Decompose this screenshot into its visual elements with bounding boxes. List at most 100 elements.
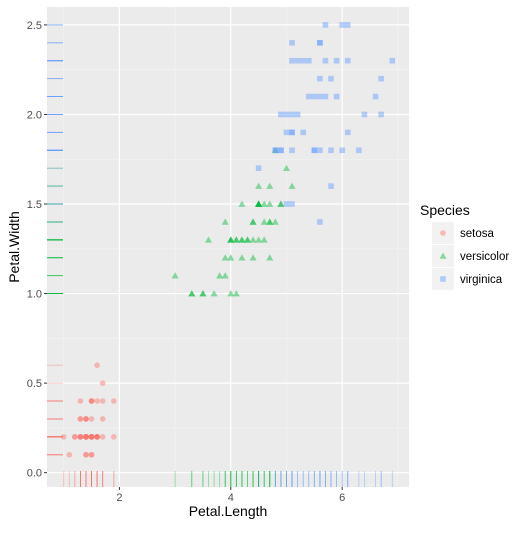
versicolor-point bbox=[227, 236, 235, 243]
setosa-point bbox=[94, 398, 100, 404]
setosa-point bbox=[77, 434, 84, 440]
versicolor-point bbox=[255, 200, 263, 207]
virginica-point bbox=[344, 129, 351, 136]
setosa-point bbox=[83, 434, 89, 440]
virginica-point bbox=[300, 129, 306, 136]
setosa-point bbox=[83, 434, 89, 440]
x-tick-label: 4 bbox=[228, 492, 234, 504]
rug-marks bbox=[47, 24, 393, 487]
versicolor-point bbox=[188, 290, 196, 297]
setosa-point bbox=[77, 416, 84, 422]
versicolor-point bbox=[266, 182, 274, 189]
versicolor-point bbox=[227, 236, 235, 243]
versicolor-point bbox=[171, 272, 179, 279]
versicolor-point bbox=[288, 182, 296, 189]
virginica-point bbox=[311, 93, 318, 100]
setosa-point bbox=[88, 451, 95, 458]
versicolor-point bbox=[221, 218, 229, 225]
versicolor-point bbox=[255, 236, 263, 243]
virginica-point bbox=[289, 40, 295, 46]
virginica-point bbox=[317, 40, 323, 46]
virginica-point bbox=[317, 40, 323, 46]
virginica-point bbox=[317, 75, 323, 82]
virginica-point bbox=[317, 93, 323, 100]
virginica-point bbox=[272, 147, 279, 154]
setosa-point bbox=[77, 416, 84, 422]
versicolor-point bbox=[227, 290, 235, 297]
versicolor-point bbox=[232, 236, 240, 243]
legend-square-icon bbox=[440, 276, 446, 282]
setosa-point bbox=[83, 434, 89, 440]
setosa-point bbox=[72, 434, 78, 440]
versicolor-point bbox=[249, 254, 257, 261]
y-tick-label: 0.5 bbox=[27, 378, 42, 390]
legend-key-box bbox=[432, 245, 454, 267]
versicolor-point bbox=[238, 236, 246, 243]
versicolor-point bbox=[210, 290, 218, 297]
setosa-point bbox=[77, 434, 84, 440]
y-tick-label: 1.0 bbox=[27, 289, 42, 301]
setosa-point bbox=[60, 434, 67, 440]
versicolor-point bbox=[260, 200, 268, 207]
legend-circle-icon bbox=[440, 230, 446, 236]
versicolor-point bbox=[238, 200, 246, 207]
data-points bbox=[60, 22, 396, 458]
virginica-point bbox=[311, 147, 318, 154]
virginica-point bbox=[322, 22, 329, 28]
setosa-point bbox=[77, 398, 84, 404]
versicolor-point bbox=[205, 236, 213, 243]
versicolor-point bbox=[249, 218, 257, 225]
setosa-point bbox=[94, 362, 100, 369]
virginica-point bbox=[283, 129, 290, 136]
versicolor-point bbox=[266, 218, 274, 225]
setosa-point bbox=[83, 434, 89, 440]
virginica-point bbox=[372, 93, 379, 100]
versicolor-point bbox=[277, 200, 285, 207]
virginica-point bbox=[328, 183, 334, 189]
versicolor-point bbox=[238, 236, 246, 243]
legend-label: setosa bbox=[460, 228, 494, 240]
versicolor-point bbox=[227, 236, 235, 243]
virginica-point bbox=[289, 201, 295, 207]
setosa-point bbox=[77, 434, 84, 440]
virginica-point bbox=[311, 147, 318, 154]
legend-key-box bbox=[432, 268, 454, 290]
setosa-point bbox=[83, 416, 89, 422]
versicolor-point bbox=[232, 236, 240, 243]
virginica-point bbox=[322, 93, 329, 100]
major-gridlines bbox=[47, 7, 409, 487]
virginica-point bbox=[278, 147, 284, 154]
virginica-point bbox=[289, 147, 295, 154]
versicolor-point bbox=[255, 182, 263, 189]
virginica-point bbox=[294, 111, 301, 118]
setosa-point bbox=[88, 434, 95, 440]
versicolor-point bbox=[260, 218, 268, 225]
versicolor-point bbox=[232, 290, 240, 297]
setosa-point bbox=[83, 434, 89, 440]
versicolor-point bbox=[260, 236, 268, 243]
setosa-point bbox=[88, 434, 95, 440]
virginica-point bbox=[328, 147, 334, 154]
y-tick-label: 1.5 bbox=[27, 199, 42, 211]
virginica-point bbox=[305, 57, 312, 64]
setosa-point bbox=[83, 434, 89, 440]
virginica-point bbox=[378, 111, 384, 118]
virginica-point bbox=[322, 57, 329, 64]
setosa-point bbox=[83, 434, 89, 440]
versicolor-point bbox=[277, 200, 285, 207]
setosa-point bbox=[66, 451, 73, 458]
versicolor-point bbox=[221, 272, 229, 279]
setosa-point bbox=[99, 380, 106, 386]
setosa-point bbox=[111, 434, 117, 440]
versicolor-point bbox=[243, 236, 251, 243]
setosa-point bbox=[72, 434, 78, 440]
setosa-point bbox=[99, 416, 106, 422]
y-tick-label: 2.5 bbox=[27, 20, 42, 32]
legend-title: Species bbox=[420, 202, 470, 218]
setosa-point bbox=[88, 451, 95, 458]
virginica-point bbox=[289, 129, 295, 136]
versicolor-point bbox=[255, 200, 263, 207]
setosa-point bbox=[88, 398, 95, 404]
setosa-point bbox=[94, 434, 100, 440]
